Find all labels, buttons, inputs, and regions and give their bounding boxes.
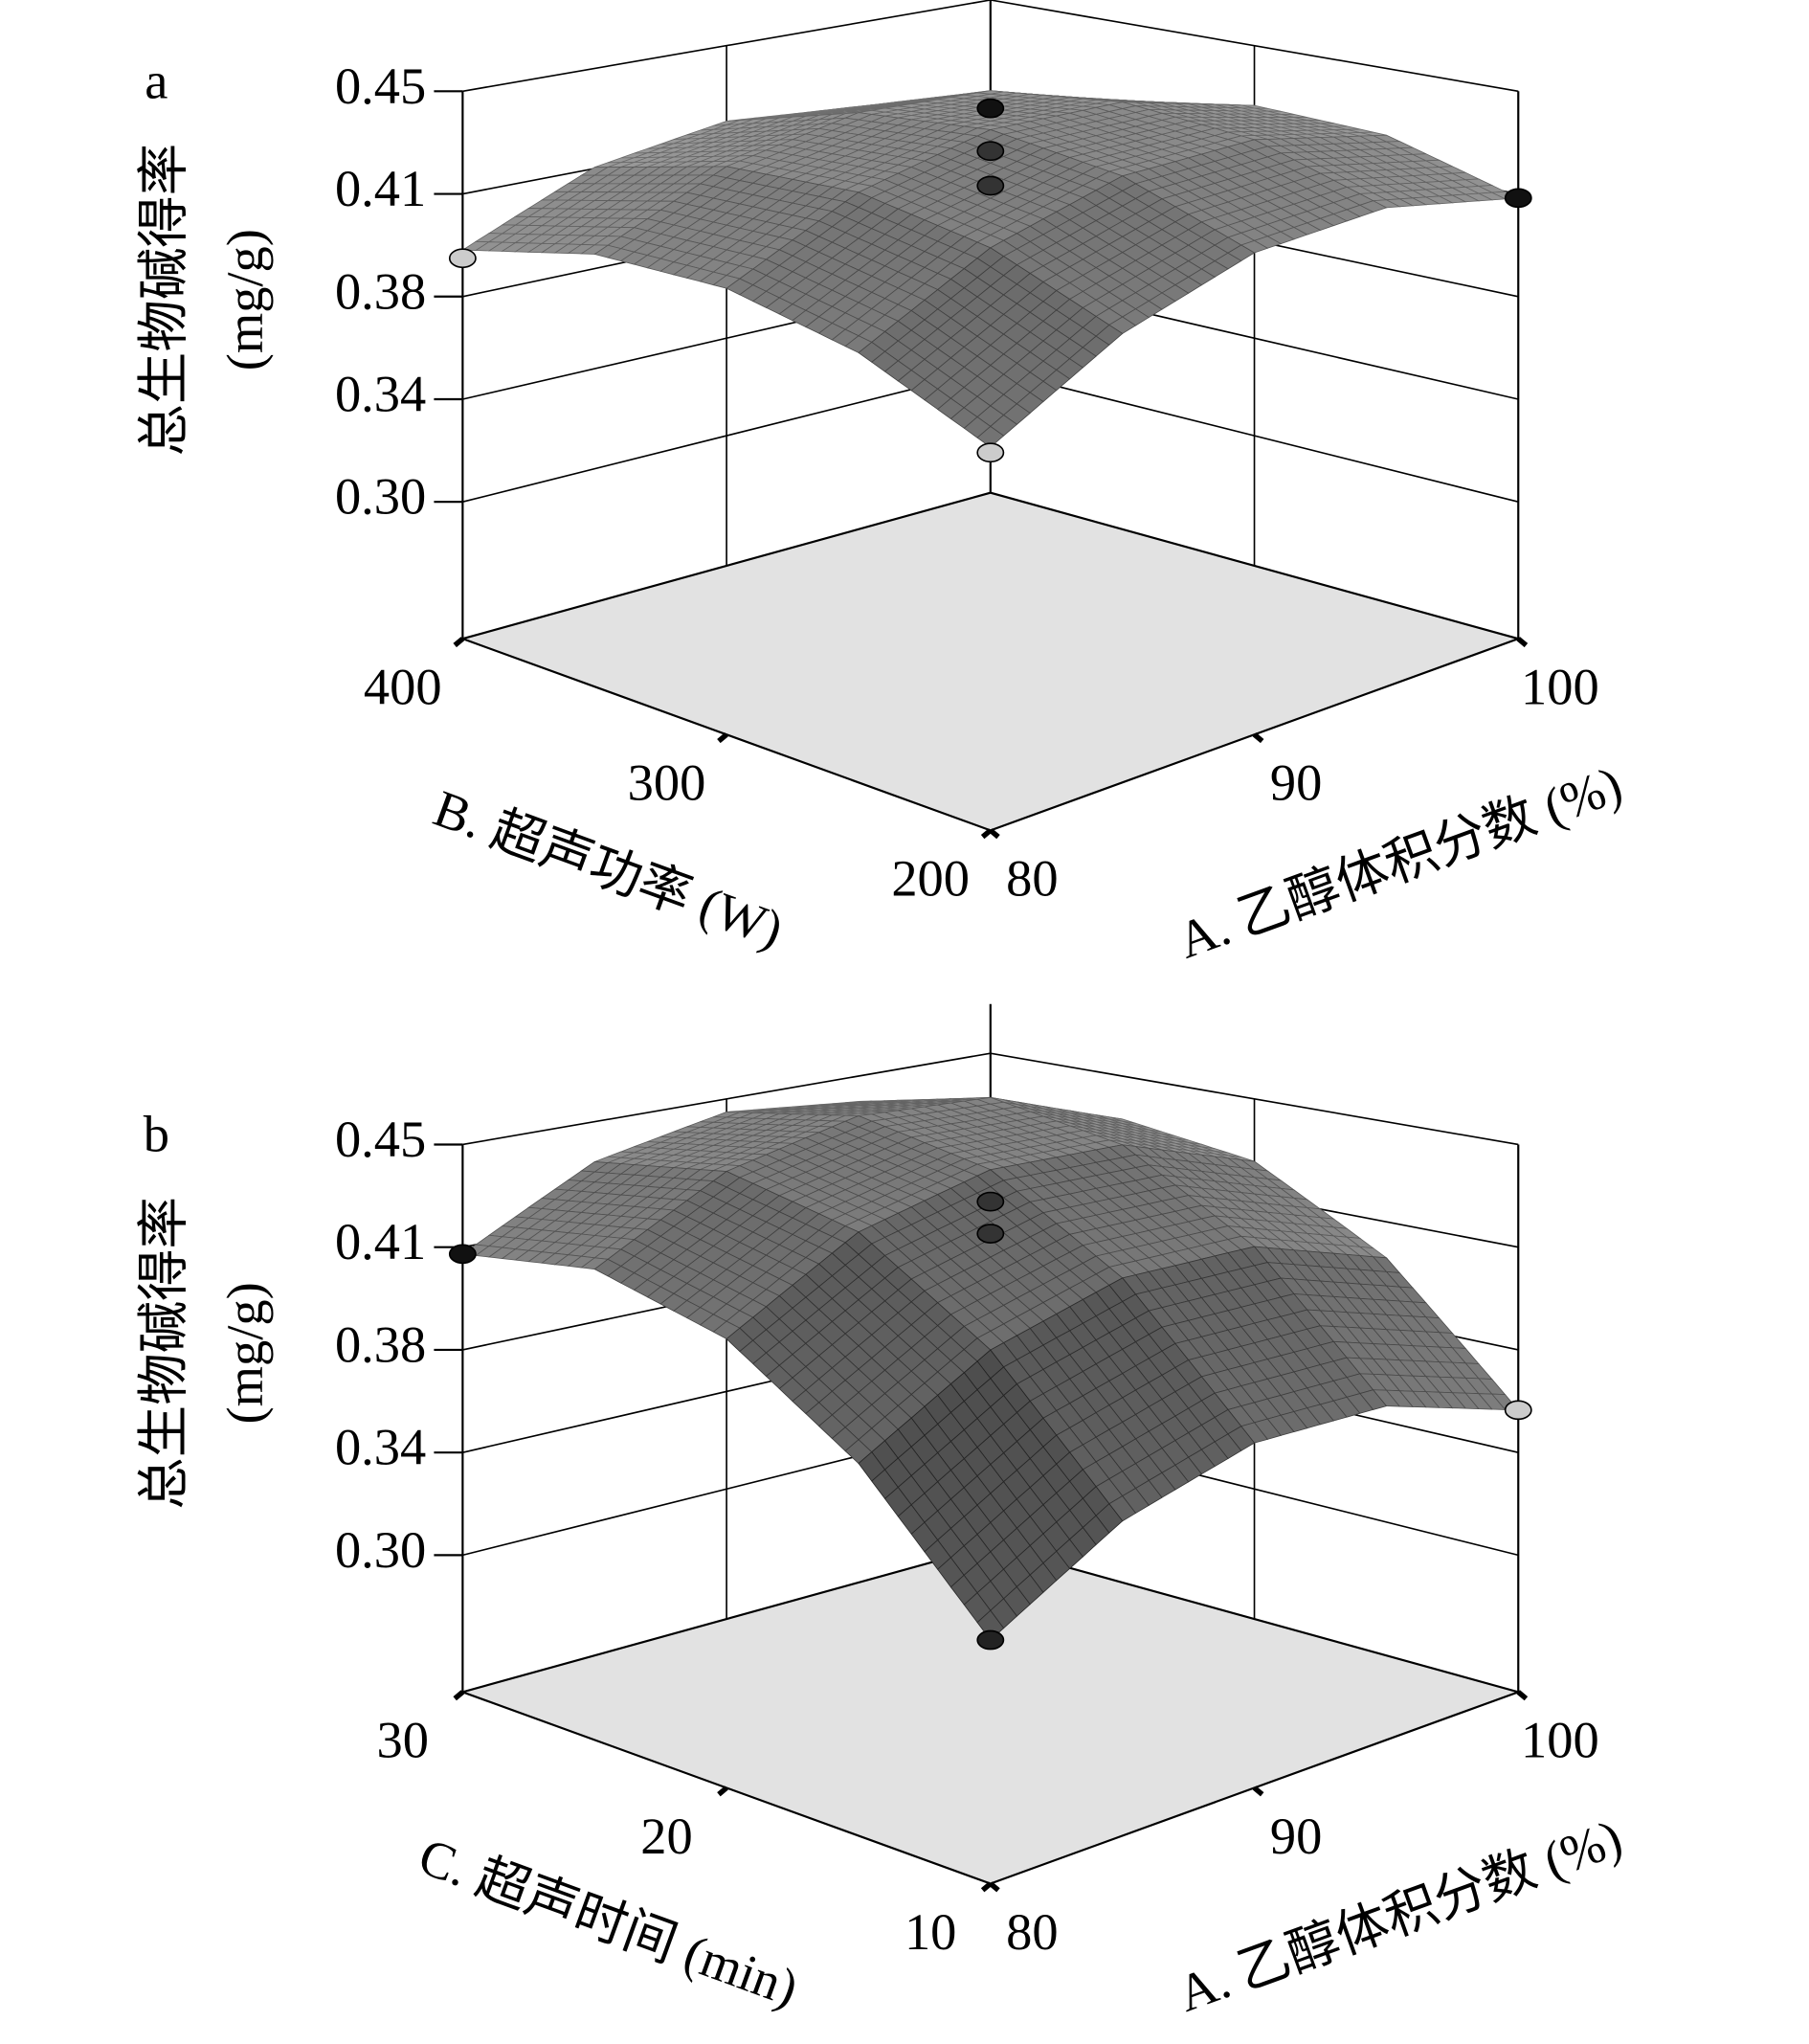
- y-axis-label: B. 超声功率 (W): [427, 778, 791, 958]
- z-tick-label: 0.41: [335, 159, 426, 217]
- z-tick-label: 0.34: [335, 1418, 426, 1476]
- z-axis-label: 总生物碱得率: [135, 1197, 193, 1510]
- y-axis-label: C. 超声时间 (min): [412, 1827, 806, 2018]
- x-tick: [1252, 1786, 1264, 1797]
- x-axis-label: A. 乙醇体积分数 (%): [1170, 754, 1629, 969]
- design-point: [448, 248, 477, 269]
- z-tick-label: 0.41: [335, 1212, 426, 1270]
- y-tick: [453, 637, 465, 648]
- design-point: [1504, 188, 1532, 209]
- y-tick-label: 20: [640, 1807, 692, 1865]
- z-axis-unit: (mg/g): [215, 1282, 274, 1424]
- design-point: [976, 141, 1005, 162]
- y-tick-label: 10: [904, 1902, 956, 1961]
- z-tick-label: 0.34: [335, 364, 426, 422]
- x-tick: [1516, 637, 1529, 648]
- design-point: [976, 98, 1005, 119]
- panel-label: a: [145, 51, 168, 109]
- design-point: [976, 442, 1005, 463]
- z-grid-line: [462, 1052, 1519, 1146]
- z-axis-label: 总生物碱得率: [135, 144, 193, 457]
- z-tick-label: 0.38: [335, 261, 426, 320]
- panel: 0.30 0.34 0.38 0.41 0.45 80 90 100 200 300 400 A. 乙…: [135, 0, 1629, 970]
- z-grid-line: [462, 0, 1519, 93]
- figure-root: 0.30 0.34 0.38 0.41 0.45 80 90 100 200 300 400 A. 乙…: [135, 0, 1629, 2023]
- design-point: [976, 175, 1005, 196]
- x-tick: [989, 828, 1000, 840]
- z-tick-label: 0.38: [335, 1314, 426, 1373]
- y-tick: [717, 1786, 728, 1797]
- x-tick-label: 100: [1521, 1711, 1599, 1769]
- x-axis-label: A. 乙醇体积分数 (%): [1170, 1808, 1629, 2022]
- x-tick: [1252, 732, 1264, 744]
- design-point: [976, 1191, 1005, 1212]
- z-tick-label: 0.30: [335, 1520, 426, 1579]
- z-tick-label: 0.30: [335, 467, 426, 526]
- z-axis-unit: (mg/g): [215, 229, 274, 371]
- x-tick-label: 80: [1006, 849, 1058, 908]
- z-tick-label: 0.45: [335, 56, 426, 115]
- y-tick-label: 400: [364, 658, 442, 716]
- surface-patch: [976, 425, 1005, 448]
- x-tick-label: 90: [1270, 1807, 1322, 1865]
- design-point: [448, 1244, 477, 1265]
- y-tick-label: 200: [891, 849, 970, 908]
- panel-label: b: [144, 1105, 169, 1163]
- x-tick-label: 90: [1270, 753, 1322, 812]
- x-tick: [1516, 1690, 1529, 1701]
- x-tick-label: 100: [1521, 658, 1599, 716]
- y-tick: [980, 1881, 993, 1893]
- y-tick: [453, 1690, 465, 1701]
- design-point: [1504, 1400, 1532, 1421]
- x-tick: [989, 1881, 1000, 1893]
- floor: [458, 491, 1522, 832]
- x-tick-label: 80: [1006, 1902, 1058, 1961]
- design-point: [976, 1224, 1005, 1244]
- design-point: [976, 1629, 1005, 1651]
- y-tick: [717, 732, 728, 744]
- y-tick: [980, 828, 993, 840]
- y-tick-label: 300: [628, 753, 706, 812]
- panel: 0.30 0.34 0.38 0.41 0.45 80 90 100 10 20 30 A. 乙醇体积…: [135, 1003, 1629, 2023]
- z-tick-label: 0.45: [335, 1110, 426, 1168]
- y-tick-label: 30: [377, 1711, 429, 1769]
